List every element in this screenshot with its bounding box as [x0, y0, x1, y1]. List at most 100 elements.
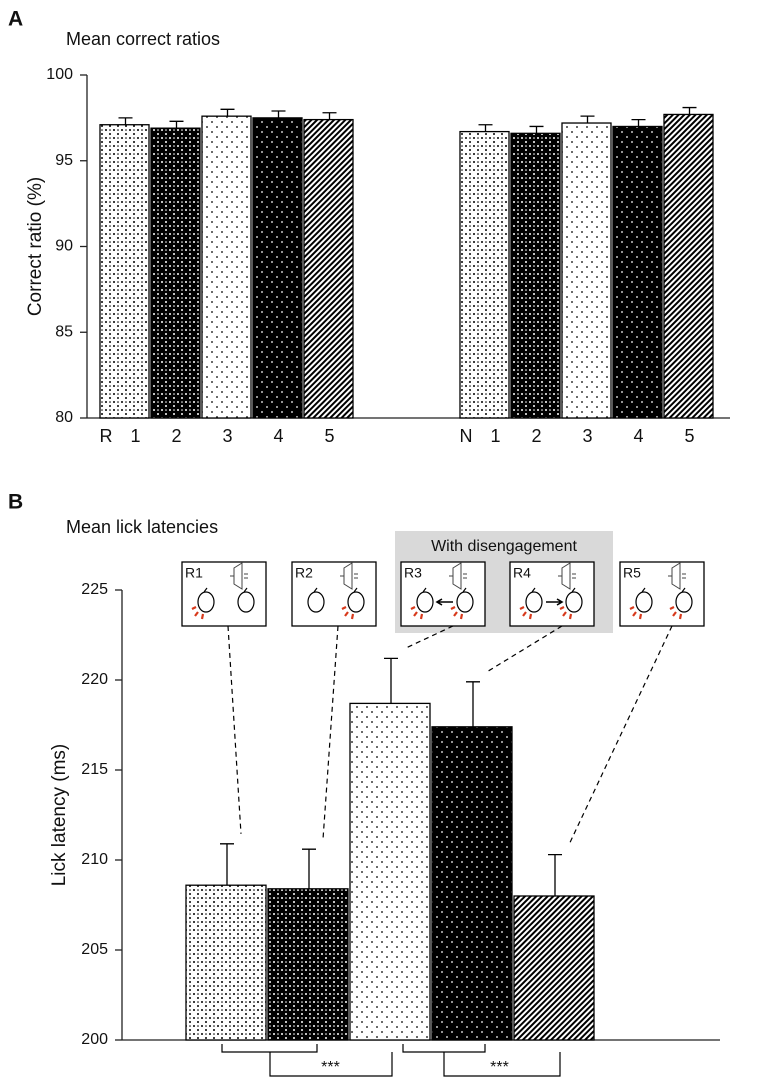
condition-inset: R2 — [291, 561, 377, 627]
arrow — [546, 598, 564, 606]
y-tick-label: 220 — [81, 671, 108, 688]
mouse-ear — [681, 587, 686, 593]
y-tick-label: 205 — [81, 941, 108, 958]
speaker-icon — [449, 562, 467, 590]
condition-inset: R4 — [509, 561, 595, 627]
error-bar — [466, 681, 480, 727]
mouse-icon — [307, 591, 325, 613]
bar — [99, 124, 150, 419]
speaker-icon — [668, 562, 686, 590]
error-bar — [220, 843, 234, 886]
error-bar — [529, 125, 544, 134]
panel-label: B — [8, 491, 23, 514]
leader-line — [322, 625, 339, 840]
bracket — [402, 1044, 486, 1053]
bar — [303, 118, 354, 419]
leader-line — [568, 625, 673, 845]
x-tick-label: 3 — [582, 426, 592, 446]
x-tick-label: 1 — [490, 426, 500, 446]
x-tick-label: 2 — [171, 426, 181, 446]
mouse-ear — [203, 587, 208, 593]
group-label: N — [460, 426, 473, 446]
significance: *** — [321, 1059, 340, 1076]
lick-mark — [191, 606, 205, 620]
inset-title: With disengagement — [431, 538, 577, 555]
mouse-ear — [243, 587, 248, 593]
bracket — [221, 1044, 318, 1053]
chart-title: Mean lick latencies — [66, 517, 218, 537]
y-tick-label: 225 — [81, 581, 108, 598]
bar — [252, 117, 303, 419]
speaker-icon — [230, 562, 248, 590]
y-tick-label: 90 — [55, 238, 73, 255]
x-tick-label: R4 — [513, 565, 531, 581]
mouse-icon — [456, 591, 474, 613]
mouse-ear — [531, 587, 536, 593]
bracket — [269, 1052, 393, 1077]
error-bar — [548, 853, 562, 896]
mouse-icon — [197, 591, 215, 613]
bar — [201, 115, 252, 419]
mouse-icon — [565, 591, 583, 613]
error-bar — [118, 117, 133, 125]
lick-mark — [629, 606, 643, 620]
x-tick-label: 2 — [531, 426, 541, 446]
lick-mark — [559, 606, 573, 620]
mouse-ear — [462, 587, 467, 593]
x-tick-label: R5 — [623, 565, 641, 581]
mouse-icon — [525, 591, 543, 613]
mouse-icon — [347, 591, 365, 613]
panel-label: A — [8, 8, 23, 31]
mouse-icon — [635, 591, 653, 613]
speaker-icon — [558, 562, 576, 590]
error-bar — [322, 112, 337, 120]
mouse-ear — [571, 587, 576, 593]
leader-line — [227, 625, 242, 834]
leader-line — [486, 625, 563, 673]
mouse-icon — [416, 591, 434, 613]
error-bar — [169, 120, 184, 129]
significance: *** — [490, 1059, 509, 1076]
y-tick-label: 80 — [55, 409, 73, 426]
bar — [431, 726, 513, 1041]
error-bar — [580, 115, 595, 124]
bar — [349, 702, 431, 1041]
x-tick-label: 4 — [633, 426, 643, 446]
speaker-icon — [340, 562, 358, 590]
mouse-ear — [353, 587, 358, 593]
bar — [267, 888, 349, 1041]
error-bar — [384, 657, 398, 704]
y-axis-label: Lick latency (ms) — [49, 744, 70, 887]
mouse-icon — [675, 591, 693, 613]
bar — [663, 113, 714, 419]
y-axis-label: Correct ratio (%) — [25, 177, 46, 316]
error-bar — [631, 118, 646, 127]
x-tick-label: 5 — [324, 426, 334, 446]
error-bar — [682, 106, 697, 115]
mouse-icon — [237, 591, 255, 613]
x-tick-label: 4 — [273, 426, 283, 446]
y-tick-label: 200 — [81, 1031, 108, 1048]
y-tick-label: 95 — [55, 152, 73, 169]
error-bar — [478, 124, 493, 132]
bar — [510, 132, 561, 419]
y-tick-label: 215 — [81, 761, 108, 778]
chart-title: Mean correct ratios — [66, 29, 220, 49]
mouse-ear — [313, 587, 318, 593]
x-tick-label: 1 — [130, 426, 140, 446]
lick-mark — [450, 606, 464, 620]
x-tick-label: 5 — [684, 426, 694, 446]
error-bar — [220, 108, 235, 117]
bar — [150, 127, 201, 419]
error-bar — [271, 110, 286, 118]
lick-mark — [410, 606, 424, 620]
bar — [459, 130, 510, 419]
bar — [612, 125, 663, 419]
y-tick-label: 85 — [55, 323, 73, 340]
x-tick-label: R1 — [185, 565, 203, 581]
arrow — [435, 598, 453, 606]
inset-box — [291, 561, 377, 627]
y-tick-label: 100 — [46, 66, 73, 83]
lick-mark — [341, 606, 355, 620]
